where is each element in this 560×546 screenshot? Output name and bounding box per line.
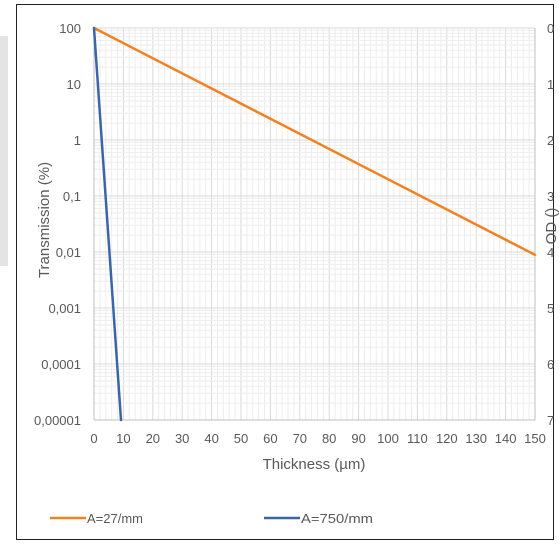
x-tick-label: 50 <box>234 431 248 446</box>
y-tick-label: 10 <box>67 77 81 92</box>
y2-tick-label: 2 <box>547 133 554 148</box>
x-tick-label: 130 <box>465 431 487 446</box>
y-tick-labels: 100 10 1 0,1 0,01 0,001 0,0001 0,00001 <box>34 21 81 428</box>
y2-tick-labels: 0 1 2 3 4 5 6 7 <box>547 21 554 428</box>
x-tick-label: 120 <box>436 431 458 446</box>
y-axis-title: Transmission (%) <box>36 162 53 278</box>
y-tick-label: 1 <box>74 133 81 148</box>
x-tick-label: 20 <box>146 431 160 446</box>
series-line-a750 <box>92 26 123 422</box>
y-tick-label: 0,00001 <box>34 413 81 428</box>
x-tick-label: 70 <box>293 431 307 446</box>
x-axis-title: Thickness (µm) <box>263 456 366 473</box>
legend-label-a750: A=750/mm <box>301 511 373 526</box>
plot-area <box>93 28 536 421</box>
y-tick-label: 0,0001 <box>41 357 81 372</box>
y-tick-label: 0,1 <box>63 189 81 204</box>
y2-tick-label: 6 <box>547 357 554 372</box>
x-tick-label: 80 <box>322 431 336 446</box>
grid <box>93 27 536 421</box>
x-tick-label: 60 <box>263 431 277 446</box>
series-line-a27 <box>92 26 537 257</box>
x-tick-label: 150 <box>524 431 546 446</box>
x-tick-label: 0 <box>90 431 97 446</box>
series-layer <box>92 26 537 422</box>
y2-tick-label: 0 <box>547 21 554 36</box>
y-tick-label: 0,01 <box>56 245 81 260</box>
x-tick-label: 90 <box>351 431 365 446</box>
x-tick-label: 110 <box>407 431 428 446</box>
legend-label-a27: A=27/mm <box>87 511 143 526</box>
legend: A=27/mm A=750/mm <box>50 511 373 526</box>
y2-tick-label: 1 <box>547 77 554 92</box>
x-tick-label: 30 <box>175 431 189 446</box>
y2-tick-label: 5 <box>547 301 554 316</box>
y2-tick-label: 4 <box>547 245 554 260</box>
x-tick-label: 140 <box>495 431 517 446</box>
x-tick-label: 100 <box>377 431 399 446</box>
y-tick-label: 0,001 <box>48 301 81 316</box>
y2-axis-title: OD () <box>543 208 560 245</box>
x-tick-labels: 0 10 20 30 40 50 60 70 80 90 100 110 120 130 140 150 <box>90 431 545 446</box>
x-tick-label: 10 <box>116 431 130 446</box>
y2-tick-label: 3 <box>547 189 554 204</box>
y-tick-label: 100 <box>59 21 81 36</box>
x-tick-label: 40 <box>204 431 218 446</box>
left-edge-shade <box>0 36 8 266</box>
y2-tick-label: 7 <box>547 413 554 428</box>
